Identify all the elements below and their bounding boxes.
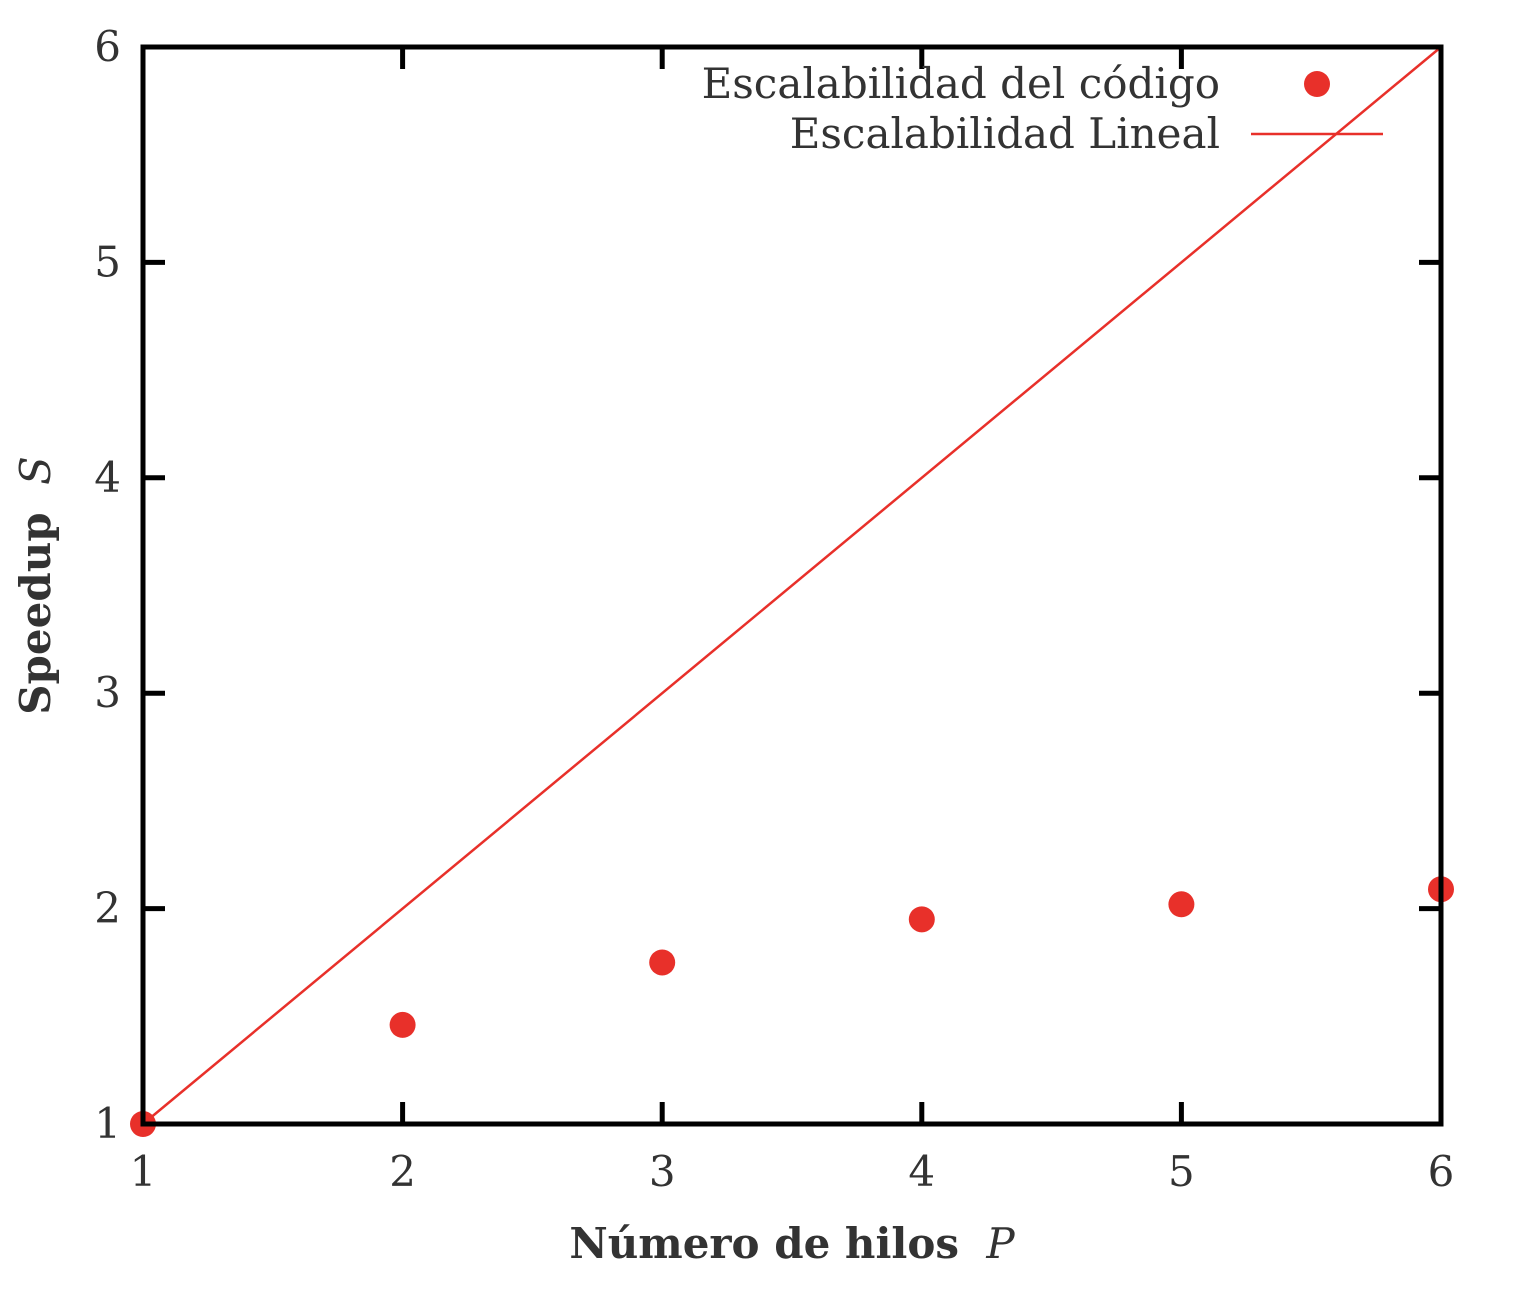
data-point-p4 xyxy=(908,906,935,933)
x-tick-label-6: 6 xyxy=(1428,1147,1455,1196)
y-tick-label-2: 2 xyxy=(94,884,121,933)
x-tick-label-5: 5 xyxy=(1168,1147,1195,1196)
x-axis-title: Número de hilos P xyxy=(569,1219,1015,1268)
x-tick-label-2: 2 xyxy=(389,1147,416,1196)
y-axis-title-variable: S xyxy=(11,456,60,485)
x-tick-label-3: 3 xyxy=(649,1147,676,1196)
y-tick-label-4: 4 xyxy=(94,453,121,502)
data-point-p3 xyxy=(649,949,676,976)
legend-label-linear-scalability: Escalabilidad Lineal xyxy=(790,109,1220,158)
legend: Escalabilidad del código Escalabilidad L… xyxy=(702,59,1383,158)
plot-frame xyxy=(140,44,1444,1127)
y-axis-title: Speedup S xyxy=(11,456,60,715)
x-axis-title-variable: P xyxy=(985,1219,1015,1268)
legend-marker-code-scalability xyxy=(1304,71,1330,97)
y-tick-label-6: 6 xyxy=(94,22,121,71)
axis-tick-labels: 1 2 3 4 5 6 1 2 3 4 5 6 xyxy=(94,22,1454,1196)
legend-label-code-scalability: Escalabilidad del código xyxy=(702,59,1220,108)
y-axis-title-text: Speedup xyxy=(11,512,60,714)
x-tick-label-4: 4 xyxy=(908,1147,935,1196)
data-point-p2 xyxy=(389,1011,416,1038)
data-point-p5 xyxy=(1168,891,1195,918)
linear-scalability-line xyxy=(142,46,1442,1125)
x-axis-title-text: Número de hilos xyxy=(569,1219,959,1268)
x-tick-label-1: 1 xyxy=(130,1147,157,1196)
y-tick-label-3: 3 xyxy=(94,668,121,717)
y-tick-label-1: 1 xyxy=(94,1099,121,1148)
plot-series xyxy=(130,46,1454,1137)
y-tick-label-5: 5 xyxy=(94,237,121,286)
